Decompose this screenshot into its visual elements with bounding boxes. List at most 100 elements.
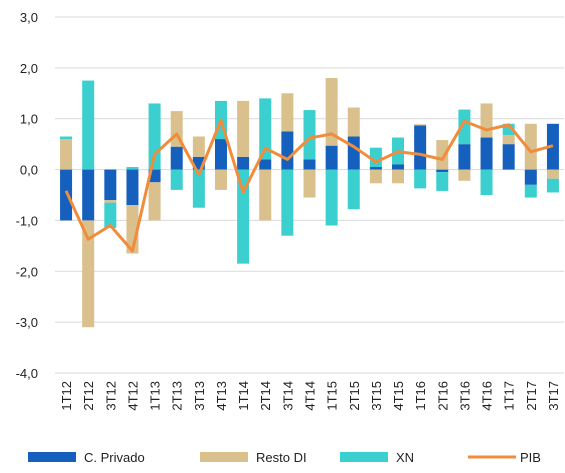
x-tick-label: 4T12 — [125, 381, 140, 411]
bar — [480, 137, 493, 170]
x-tick-label: 4T14 — [303, 381, 318, 411]
x-tick-label: 4T16 — [480, 381, 495, 411]
bar — [259, 169, 272, 221]
y-tick-label: -4,0 — [16, 366, 38, 381]
bar — [281, 131, 294, 170]
bar — [82, 169, 95, 221]
legend-swatch — [200, 452, 248, 462]
bar — [126, 205, 139, 254]
x-tick-label: 3T14 — [280, 381, 295, 411]
bar — [369, 169, 382, 184]
legend-label: XN — [396, 450, 414, 465]
bar — [281, 93, 294, 132]
bar — [369, 167, 382, 170]
x-tick-label: 2T15 — [347, 381, 362, 411]
bar — [303, 159, 316, 170]
legend-label: PIB — [520, 450, 541, 465]
bar — [524, 184, 537, 198]
y-tick-label: -1,0 — [16, 213, 38, 228]
bar — [414, 124, 427, 126]
bar — [347, 107, 360, 137]
y-tick-label: 3,0 — [20, 10, 38, 25]
bar — [325, 169, 338, 226]
bar — [60, 139, 73, 170]
bar — [392, 164, 405, 170]
x-tick-label: 4T13 — [214, 381, 229, 411]
bar — [237, 156, 250, 170]
legend-label: C. Privado — [84, 450, 145, 465]
bar — [214, 169, 227, 190]
x-tick-label: 1T12 — [59, 381, 74, 411]
x-tick-label: 2T13 — [170, 381, 185, 411]
bar — [214, 139, 227, 170]
x-tick-label: 2T16 — [435, 381, 450, 411]
bar — [458, 109, 471, 145]
x-tick-label: 1T17 — [502, 381, 517, 411]
bar — [546, 169, 559, 179]
bar — [237, 100, 250, 157]
bar — [126, 169, 139, 206]
bar — [458, 144, 471, 170]
bar — [436, 140, 449, 170]
bar — [60, 169, 73, 221]
bar — [436, 169, 449, 173]
bar — [414, 169, 427, 189]
bar — [259, 98, 272, 160]
y-tick-label: 1,0 — [20, 112, 38, 127]
line — [64, 118, 554, 253]
bar — [480, 103, 493, 138]
x-tick-label: 2T17 — [524, 381, 539, 411]
legend-label: Resto DI — [256, 450, 307, 465]
bar — [237, 169, 250, 264]
bar — [502, 134, 515, 145]
bar — [546, 178, 559, 193]
bar — [104, 202, 117, 229]
x-tick-label: 1T13 — [148, 381, 163, 411]
y-tick-label: 2,0 — [20, 61, 38, 76]
bar — [458, 169, 471, 181]
x-tick-label: 1T15 — [325, 381, 340, 411]
bar — [170, 169, 183, 190]
bar — [259, 159, 272, 170]
bar — [347, 169, 360, 210]
legend-swatch — [28, 452, 76, 462]
bar — [104, 200, 117, 203]
legend-swatch — [340, 452, 388, 462]
x-tick-label: 3T17 — [546, 381, 561, 411]
bar — [502, 144, 515, 170]
bar — [281, 169, 294, 236]
bar — [60, 136, 73, 140]
bar — [524, 123, 537, 170]
bar — [436, 172, 449, 191]
x-tick-label: 2T12 — [81, 381, 96, 411]
bar — [192, 169, 205, 208]
x-tick-label: 3T15 — [369, 381, 384, 411]
bar — [502, 123, 515, 135]
bar — [82, 80, 95, 170]
x-tick-label: 3T16 — [457, 381, 472, 411]
y-tick-label: -2,0 — [16, 264, 38, 279]
bar — [148, 182, 161, 221]
x-tick-label: 2T14 — [258, 381, 273, 411]
bar — [480, 169, 493, 195]
bar — [126, 167, 139, 170]
bar — [303, 110, 316, 160]
x-tick-label: 4T15 — [391, 381, 406, 411]
y-tick-label: -3,0 — [16, 315, 38, 330]
bar — [192, 136, 205, 157]
x-tick-label: 3T13 — [192, 381, 207, 411]
x-tick-label: 3T12 — [103, 381, 118, 411]
bar — [303, 169, 316, 198]
bar — [82, 220, 95, 328]
x-tick-label: 1T14 — [236, 381, 251, 411]
y-tick-label: 0,0 — [20, 163, 38, 178]
bar — [325, 145, 338, 170]
bar — [347, 136, 360, 170]
bar — [392, 169, 405, 184]
bar — [524, 169, 537, 185]
bar — [325, 78, 338, 146]
bar — [170, 146, 183, 170]
x-tick-label: 1T16 — [413, 381, 428, 411]
bar — [104, 169, 117, 201]
